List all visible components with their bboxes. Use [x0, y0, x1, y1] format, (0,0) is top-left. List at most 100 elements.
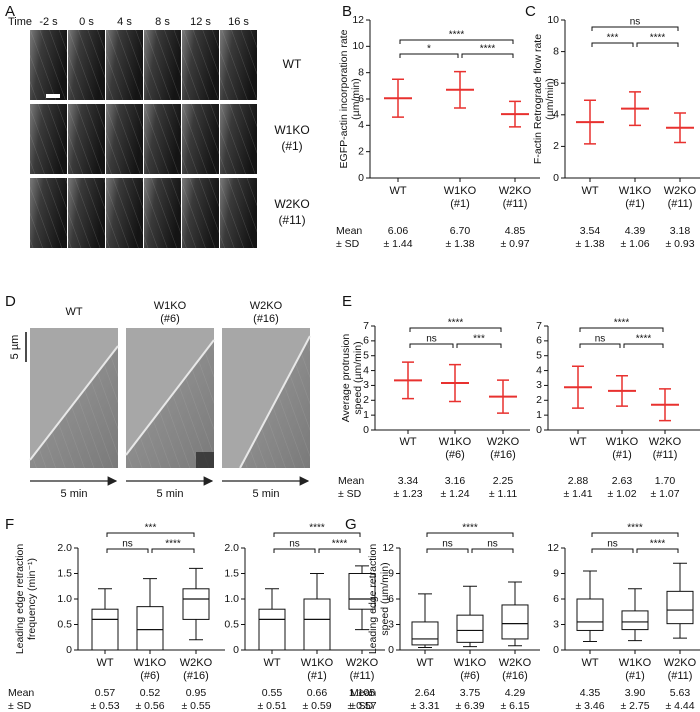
- x-tick-label: W1KO: [606, 436, 639, 448]
- stats-label: Mean: [338, 475, 364, 487]
- sd-label: ± 1.24: [440, 488, 469, 500]
- box: [501, 604, 529, 640]
- y-tick-label: 0: [358, 172, 364, 184]
- chart: 0 1 2 3 4 5 6 7 WT 2.88± 1.41 W1KO(#1) 2.63± 1.02 W2…: [536, 318, 700, 500]
- sd-label: ± 0.93: [665, 238, 694, 250]
- whisker-low: [508, 638, 522, 647]
- mean-label: 4.35: [580, 687, 601, 699]
- significance-label: ****: [309, 523, 325, 534]
- image-texture: [68, 178, 105, 248]
- column-label: W2KO: [250, 300, 283, 312]
- whisker-low: [355, 609, 369, 631]
- panel-letter: F: [5, 516, 14, 533]
- image-texture: [220, 104, 257, 174]
- whisker-low: [189, 619, 203, 641]
- stats-label: ± SD: [338, 488, 362, 500]
- kymograph: [222, 328, 311, 469]
- whisker-low: [673, 623, 687, 639]
- sd-label: ± 2.75: [620, 700, 649, 712]
- sd-label: ± 1.41: [563, 488, 592, 500]
- image-texture: [106, 104, 143, 174]
- sd-error-bar: [629, 91, 641, 127]
- y-tick-label: 4: [536, 364, 542, 376]
- significance-bracket: [636, 42, 679, 47]
- sd-error-bar: [454, 70, 466, 109]
- y-tick-label: 1: [363, 409, 369, 421]
- y-tick-label: 2: [358, 145, 364, 157]
- significance-label: ns: [426, 334, 437, 345]
- significance-bracket: [426, 532, 514, 537]
- image-texture: [182, 104, 219, 174]
- y-tick-label: 8: [358, 66, 364, 78]
- significance-bracket: [456, 343, 502, 348]
- y-tick-label: 2: [363, 394, 369, 406]
- sd-label: ± 3.31: [410, 700, 439, 712]
- y-axis-label: speed (µm/min): [379, 562, 391, 635]
- y-axis-label: F-actin Retrograde flow rate: [532, 34, 544, 164]
- y-tick-label: 1.0: [57, 593, 72, 605]
- y-tick-label: 6: [553, 77, 559, 89]
- significance-label: ns: [122, 539, 133, 550]
- mean-label: 3.54: [580, 225, 601, 237]
- y-tick-label: 3: [553, 618, 559, 630]
- y-axis-label: (µm/min): [350, 78, 362, 120]
- x-tick-label: W1KO: [619, 185, 652, 197]
- whisker-high: [189, 567, 203, 589]
- column-label: WT: [65, 306, 82, 318]
- x-tick-label: (#11): [503, 198, 528, 210]
- sd-error-bar: [674, 112, 686, 144]
- significance-label: ns: [595, 334, 606, 345]
- sd-label: ± 0.97: [500, 238, 529, 250]
- column-labels: WT W1KO(#6) W2KO(#16): [65, 300, 282, 325]
- image-texture: [106, 178, 143, 248]
- y-axis-label: frequency (min⁻¹): [26, 558, 38, 640]
- mean-label: 2.64: [415, 687, 436, 699]
- significance-label: ***: [473, 334, 485, 345]
- time-label: Time: [8, 16, 32, 28]
- panel-letter: C: [525, 3, 536, 20]
- time-label: 8 s: [155, 16, 170, 28]
- sd-label: ± 1.23: [393, 488, 422, 500]
- row-label: (#1): [281, 139, 302, 153]
- panel-letter: B: [342, 3, 352, 20]
- box: [621, 610, 649, 631]
- box: [136, 606, 164, 651]
- panel-letter: A: [5, 3, 15, 20]
- x-tick-label: (#16): [502, 670, 528, 682]
- significance-label: *: [427, 44, 431, 55]
- significance-bracket: [579, 327, 664, 332]
- y-tick-label: 6: [363, 335, 369, 347]
- x-tick-label: W2KO: [499, 657, 532, 669]
- y-tick-label: 6: [553, 593, 559, 605]
- sd-label: ± 1.06: [620, 238, 649, 250]
- whisker-high: [143, 578, 157, 607]
- mean-label: 4.85: [505, 225, 526, 237]
- y-tick-label: 7: [536, 320, 542, 332]
- sd-label: ± 0.53: [90, 700, 119, 712]
- sd-label: ± 6.15: [500, 700, 529, 712]
- significance-label: ***: [607, 33, 619, 44]
- y-tick-label: 0: [536, 424, 542, 436]
- x-tick-label: WT: [399, 436, 416, 448]
- y-tick-label: 9: [553, 567, 559, 579]
- stats-label: Mean: [336, 225, 362, 237]
- x-tick-label: W2KO: [487, 436, 520, 448]
- time-label: 5 min: [157, 488, 184, 500]
- sd-label: ± 0.55: [181, 700, 210, 712]
- mean-label: 4.39: [625, 225, 646, 237]
- significance-label: ****: [449, 30, 465, 41]
- x-tick-label: (#6): [140, 670, 160, 682]
- sd-error-bar: [509, 100, 521, 128]
- y-axis-label: Leading edge retraction: [14, 544, 26, 654]
- chart: C F-actin Retrograde flow rate (µm/min) 0 2 4…: [525, 3, 700, 250]
- mean-label: 1.70: [655, 475, 676, 487]
- box: [182, 588, 210, 620]
- row-label: W2KO: [274, 197, 309, 211]
- box: [348, 573, 376, 610]
- image-texture: [182, 178, 219, 248]
- significance-bracket: [426, 548, 469, 553]
- mean-label: 5.63: [670, 687, 691, 699]
- significance-bracket: [273, 532, 361, 537]
- image-texture: [144, 104, 181, 174]
